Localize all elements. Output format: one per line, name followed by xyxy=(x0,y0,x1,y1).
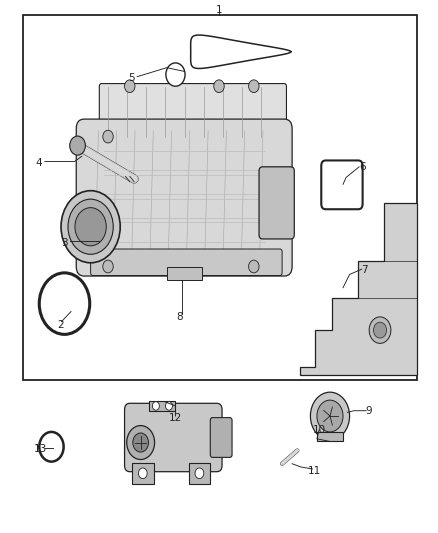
Text: 10: 10 xyxy=(313,425,326,435)
Text: 7: 7 xyxy=(361,265,368,275)
Circle shape xyxy=(68,199,113,254)
Circle shape xyxy=(39,273,90,334)
FancyBboxPatch shape xyxy=(321,160,363,209)
FancyBboxPatch shape xyxy=(99,84,286,142)
Text: 3: 3 xyxy=(61,238,68,248)
Circle shape xyxy=(249,80,259,93)
Circle shape xyxy=(195,468,204,479)
Text: 4: 4 xyxy=(35,158,42,168)
Text: 2: 2 xyxy=(57,320,64,330)
Circle shape xyxy=(138,468,147,479)
Circle shape xyxy=(133,433,148,452)
Circle shape xyxy=(39,432,64,462)
Circle shape xyxy=(61,191,120,263)
Bar xyxy=(132,463,154,484)
Bar xyxy=(167,266,201,280)
Bar xyxy=(317,432,343,441)
Text: 8: 8 xyxy=(177,312,183,322)
Text: 9: 9 xyxy=(366,406,372,416)
FancyBboxPatch shape xyxy=(76,119,292,276)
Text: 1: 1 xyxy=(215,5,223,15)
Text: 12: 12 xyxy=(169,413,182,423)
Circle shape xyxy=(127,425,155,459)
Circle shape xyxy=(152,402,159,410)
Bar xyxy=(188,463,210,484)
Circle shape xyxy=(124,80,135,93)
Bar xyxy=(23,14,417,381)
FancyBboxPatch shape xyxy=(210,418,232,457)
Text: 13: 13 xyxy=(34,445,47,455)
FancyBboxPatch shape xyxy=(124,403,222,472)
FancyBboxPatch shape xyxy=(91,249,282,276)
Circle shape xyxy=(103,260,113,273)
Circle shape xyxy=(311,392,350,440)
Text: 6: 6 xyxy=(359,162,366,172)
Circle shape xyxy=(317,400,343,432)
Text: 11: 11 xyxy=(308,466,321,475)
Polygon shape xyxy=(300,203,417,375)
Circle shape xyxy=(374,322,387,338)
FancyBboxPatch shape xyxy=(259,167,294,239)
Circle shape xyxy=(166,402,173,410)
Bar xyxy=(149,401,176,411)
Circle shape xyxy=(70,136,85,155)
Circle shape xyxy=(75,208,106,246)
Circle shape xyxy=(249,260,259,273)
Circle shape xyxy=(166,63,185,86)
Circle shape xyxy=(103,130,113,143)
Circle shape xyxy=(369,317,391,343)
Circle shape xyxy=(214,80,224,93)
Text: 5: 5 xyxy=(129,73,135,83)
